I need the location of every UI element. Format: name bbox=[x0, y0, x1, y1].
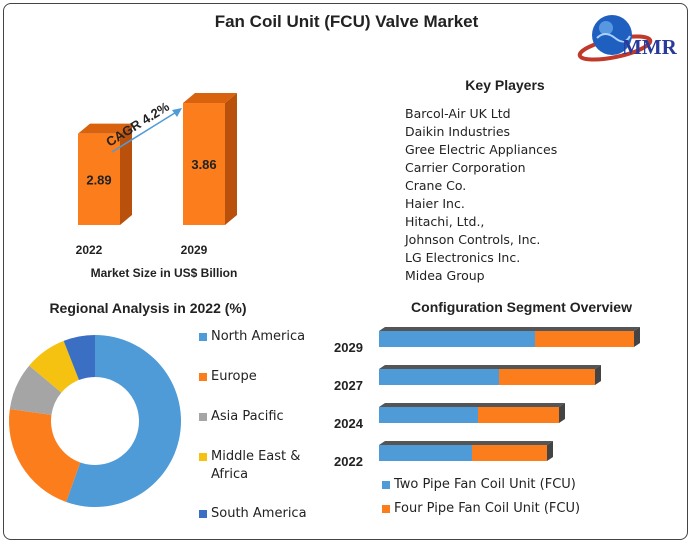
market-bar-side bbox=[120, 123, 132, 225]
key-player-item: Daikin Industries bbox=[405, 124, 511, 139]
legend-label: Europe bbox=[211, 369, 257, 384]
market-bar-top bbox=[183, 93, 237, 104]
regional-title: Regional Analysis in 2022 (%) bbox=[49, 300, 247, 316]
legend-label: Four Pipe Fan Coil Unit (FCU) bbox=[394, 501, 581, 516]
legend-swatch bbox=[199, 453, 207, 461]
legend-swatch bbox=[382, 505, 390, 513]
config-year-label: 2027 bbox=[334, 378, 363, 393]
market-size-caption: Market Size in US$ Billion bbox=[91, 266, 238, 280]
infographic-frame bbox=[3, 3, 688, 540]
config-year-label: 2022 bbox=[334, 454, 363, 469]
donut-legend-item: South America bbox=[199, 505, 319, 523]
donut-legend-item: Middle East & Africa bbox=[199, 448, 319, 484]
page-title: Fan Coil Unit (FCU) Valve Market bbox=[214, 12, 479, 31]
donut-slice bbox=[9, 365, 62, 415]
market-bar-side bbox=[225, 93, 237, 225]
config-bar-top bbox=[379, 403, 565, 407]
key-player-item: Barcol-Air UK Ltd bbox=[405, 106, 511, 121]
cagr-arrow-head bbox=[172, 108, 182, 117]
legend-label: North America bbox=[211, 329, 306, 344]
donut-legend-item: Asia Pacific bbox=[199, 408, 319, 426]
key-player-item: Gree Electric Appliances bbox=[405, 142, 558, 157]
donut-slice bbox=[9, 409, 81, 503]
configuration-legend: Two Pipe Fan Coil Unit (FCU) Four Pipe Fa… bbox=[382, 476, 622, 518]
market-bar-value-label: 3.86 bbox=[191, 157, 216, 172]
config-year-label: 2024 bbox=[334, 416, 364, 431]
legend-label: Asia Pacific bbox=[211, 409, 284, 424]
donut-legend-item: Europe bbox=[199, 368, 319, 386]
config-bar-top bbox=[379, 327, 640, 331]
legend-swatch bbox=[199, 373, 207, 381]
key-player-item: Midea Group bbox=[405, 268, 485, 283]
key-player-item: Haier Inc. bbox=[405, 196, 465, 211]
market-bar-top bbox=[78, 123, 132, 134]
config-legend-item: Two Pipe Fan Coil Unit (FCU) bbox=[382, 476, 622, 494]
market-bar-value-label: 2.89 bbox=[86, 172, 111, 187]
legend-label: South America bbox=[211, 506, 307, 521]
key-player-item: Johnson Controls, Inc. bbox=[405, 232, 541, 247]
config-bar-segment bbox=[478, 407, 559, 423]
config-bar-side bbox=[595, 365, 601, 385]
mmr-logo bbox=[577, 15, 653, 62]
config-bar-segment bbox=[472, 445, 547, 461]
market-bar bbox=[78, 133, 120, 225]
key-player-item: Carrier Corporation bbox=[405, 160, 526, 175]
logo-text: MMR bbox=[622, 35, 677, 59]
config-bar-segment bbox=[379, 445, 472, 461]
legend-label: Two Pipe Fan Coil Unit (FCU) bbox=[394, 477, 576, 492]
regional-donut-chart bbox=[9, 335, 181, 507]
config-legend-item: Four Pipe Fan Coil Unit (FCU) bbox=[382, 500, 622, 518]
config-bar-segment bbox=[535, 331, 634, 347]
config-bar-side bbox=[547, 441, 553, 461]
key-players-title: Key Players bbox=[465, 77, 545, 93]
config-bar-top bbox=[379, 441, 553, 445]
config-bar-top bbox=[379, 365, 601, 369]
configuration-chart: 2029 2027 2024 2022 bbox=[334, 327, 640, 469]
config-bar-segment bbox=[379, 407, 478, 423]
donut-slice bbox=[29, 340, 79, 393]
config-bar-side bbox=[634, 327, 640, 347]
config-bar-segment bbox=[379, 369, 499, 385]
key-players-list: Barcol-Air UK Ltd Daikin Industries Gree E… bbox=[405, 105, 557, 285]
market-year-label: 2022 bbox=[76, 243, 103, 257]
legend-swatch bbox=[199, 510, 207, 518]
donut-slice bbox=[63, 335, 95, 381]
cagr-arrow bbox=[111, 110, 179, 153]
configuration-title: Configuration Segment Overview bbox=[411, 299, 632, 315]
key-player-item: Hitachi, Ltd., bbox=[405, 214, 485, 229]
legend-swatch bbox=[199, 413, 207, 421]
config-bar-side bbox=[559, 403, 565, 423]
config-bar-segment bbox=[379, 331, 535, 347]
donut-legend-item: North America bbox=[199, 328, 319, 346]
key-player-item: LG Electronics Inc. bbox=[405, 250, 521, 265]
config-bar-segment bbox=[499, 369, 595, 385]
donut-slice bbox=[66, 335, 181, 507]
legend-swatch bbox=[382, 481, 390, 489]
key-player-item: Crane Co. bbox=[405, 178, 467, 193]
config-year-label: 2029 bbox=[334, 340, 363, 355]
legend-label: Middle East & Africa bbox=[211, 449, 301, 482]
legend-swatch bbox=[199, 333, 207, 341]
market-year-label: 2029 bbox=[181, 243, 208, 257]
regional-legend: North America Europe Asia Pacific Middle Ea… bbox=[199, 328, 319, 523]
market-bar bbox=[183, 103, 225, 225]
